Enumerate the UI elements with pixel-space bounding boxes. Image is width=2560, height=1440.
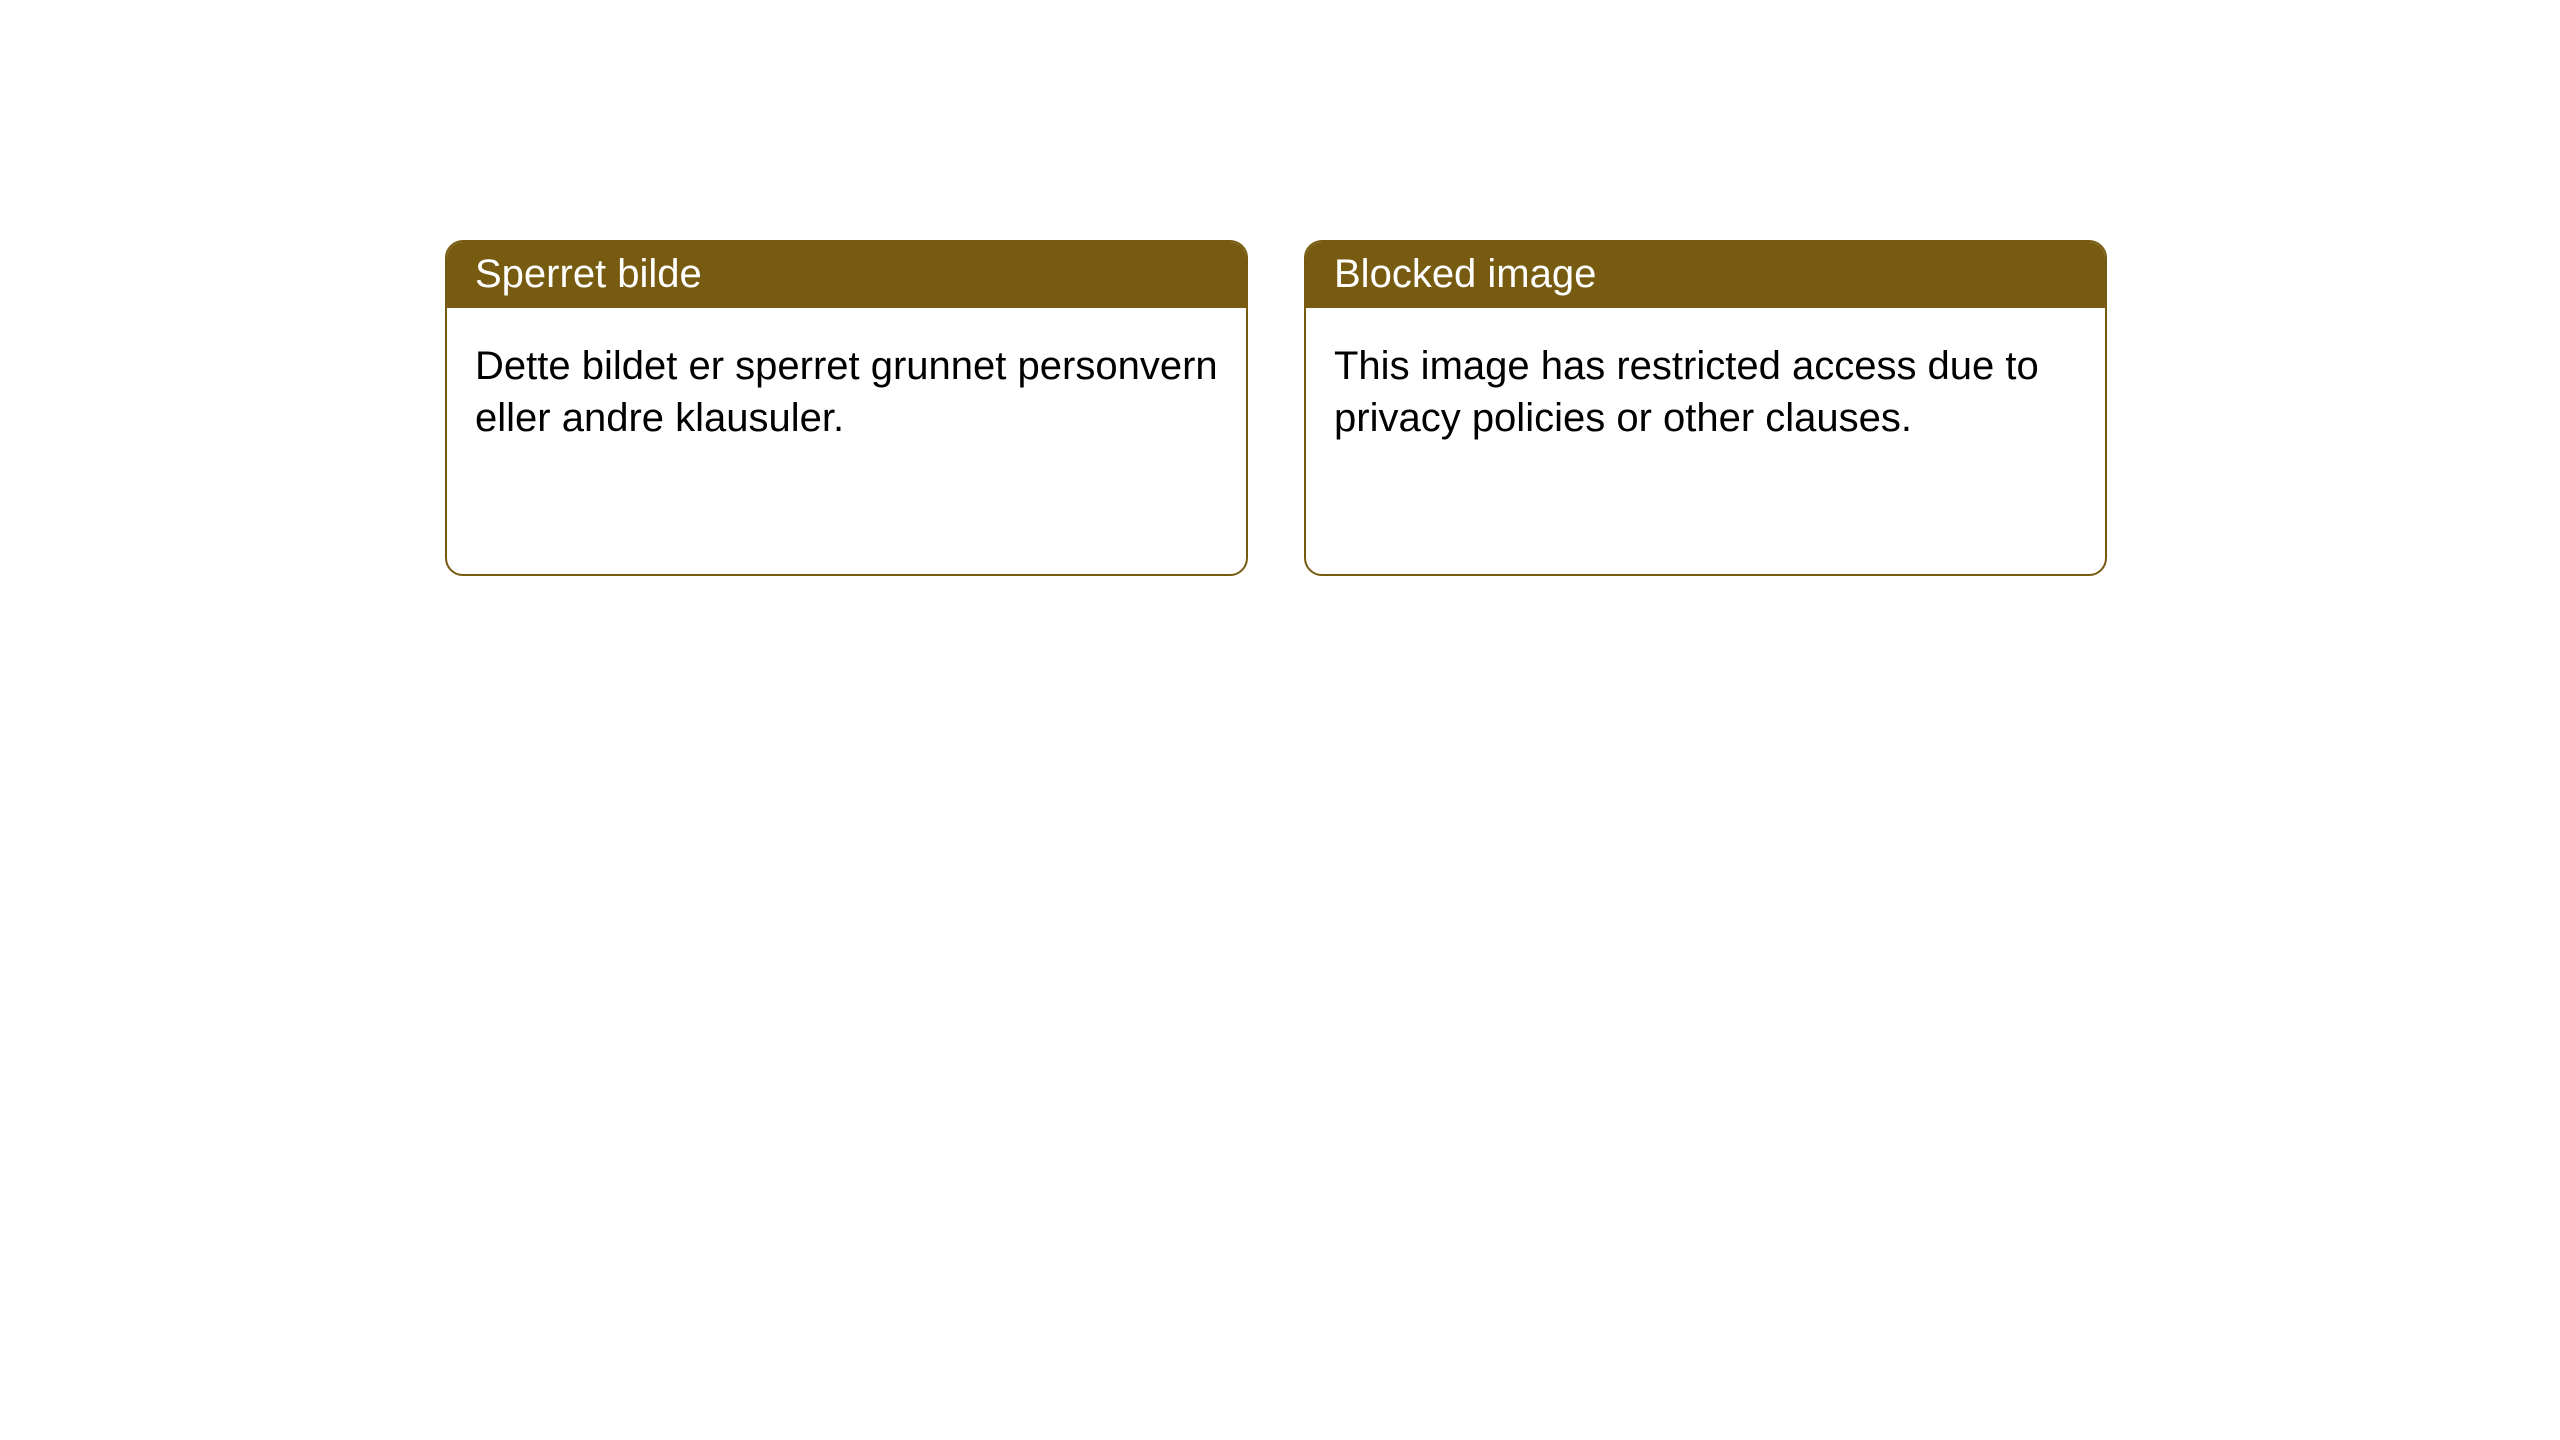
notice-header: Sperret bilde (447, 242, 1246, 308)
notice-header: Blocked image (1306, 242, 2105, 308)
notice-card-norwegian: Sperret bilde Dette bildet er sperret gr… (445, 240, 1248, 576)
notice-body: Dette bildet er sperret grunnet personve… (447, 308, 1246, 476)
notice-body: This image has restricted access due to … (1306, 308, 2105, 476)
notice-card-english: Blocked image This image has restricted … (1304, 240, 2107, 576)
notice-container: Sperret bilde Dette bildet er sperret gr… (445, 240, 2107, 576)
